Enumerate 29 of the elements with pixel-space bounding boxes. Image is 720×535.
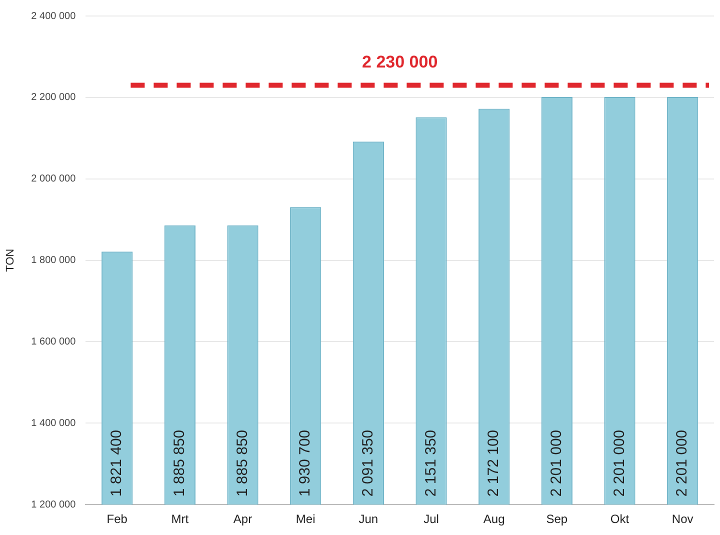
data-label: 2 151 350 — [422, 430, 440, 497]
x-tick-label: Mrt — [171, 512, 190, 526]
y-tick-label: 2 400 000 — [31, 10, 76, 22]
y-tick-label: 2 000 000 — [31, 174, 76, 185]
x-tick-label: Mei — [296, 512, 316, 526]
y-axis-title: TON — [4, 248, 17, 272]
data-label: 2 201 000 — [674, 430, 691, 497]
x-tick-label: Sep — [546, 512, 568, 526]
data-label: 2 201 000 — [610, 430, 628, 497]
ref-line-label: 2 230 000 — [362, 52, 438, 72]
data-label: 2 091 350 — [360, 430, 377, 497]
data-label: 2 172 100 — [485, 430, 502, 497]
data-label: 1 885 850 — [234, 430, 251, 497]
x-tick-label: Feb — [106, 512, 128, 526]
x-tick-label: Jul — [424, 512, 439, 526]
data-label: 2 201 000 — [548, 430, 566, 497]
y-tick-label: 1 800 000 — [31, 255, 76, 266]
x-tick-label: Okt — [610, 512, 630, 526]
y-tick-label: 1 600 000 — [31, 336, 76, 348]
x-tick-label: Nov — [672, 512, 694, 526]
x-tick-label: Aug — [483, 512, 505, 526]
y-tick-label: 1 400 000 — [31, 418, 76, 429]
data-label: 1 821 400 — [108, 430, 126, 497]
y-tick-label: 1 200 000 — [31, 499, 76, 510]
y-tick-label: 2 200 000 — [31, 92, 76, 104]
x-tick-label: Apr — [233, 512, 252, 526]
x-tick-label: Jun — [358, 512, 378, 526]
data-label: 1 930 700 — [296, 430, 314, 497]
data-label: 1 885 850 — [171, 430, 188, 497]
